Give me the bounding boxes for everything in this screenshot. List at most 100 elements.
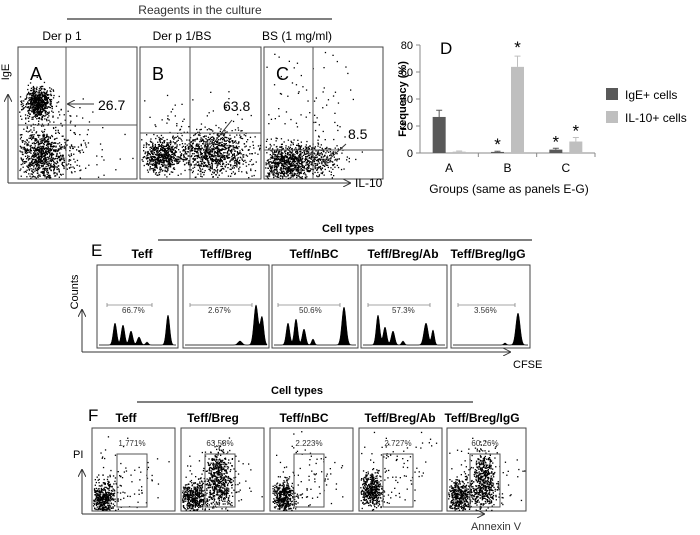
flow-dot	[161, 153, 163, 155]
flow-dot	[231, 155, 233, 158]
f-dot	[112, 494, 114, 497]
flow-dot	[221, 168, 224, 170]
flow-dot	[234, 129, 237, 131]
flow-dot	[249, 160, 251, 162]
f-dot	[197, 508, 199, 510]
flow-dot	[176, 156, 178, 158]
flow-dot	[180, 157, 182, 160]
flow-dot	[31, 159, 34, 161]
flow-dot	[221, 137, 224, 139]
flow-dot	[303, 169, 305, 171]
flow-dot	[37, 109, 39, 111]
flow-dot	[243, 143, 245, 145]
flow-dot	[232, 142, 234, 144]
flow-dot	[58, 176, 60, 178]
flow-dot	[317, 176, 319, 178]
flow-dot	[37, 108, 39, 110]
flow-dot	[37, 158, 40, 160]
f-dot	[120, 462, 122, 465]
e-value-4: 57.3%	[392, 306, 415, 315]
f-dot	[114, 500, 116, 503]
flow-dot	[31, 97, 33, 99]
flow-dot	[306, 176, 308, 178]
flow-dot	[32, 101, 34, 103]
flow-dot	[44, 96, 46, 99]
flow-dot	[174, 143, 176, 145]
f-dot	[206, 500, 208, 502]
flow-dot	[173, 155, 175, 157]
flow-dot	[287, 161, 289, 163]
flow-dot	[164, 153, 167, 155]
flow-dot	[195, 176, 197, 178]
flow-dot	[217, 176, 219, 178]
flow-dot	[224, 106, 226, 109]
flow-dot	[324, 139, 326, 141]
flow-dot	[202, 139, 204, 142]
f-dot	[100, 485, 102, 487]
flow-dot	[314, 166, 316, 169]
flow-dot	[308, 167, 310, 169]
flow-dot	[192, 139, 194, 141]
flow-dot	[211, 165, 213, 167]
flow-dot	[300, 163, 303, 165]
flow-dot	[203, 146, 206, 148]
flow-dot	[43, 155, 46, 157]
flow-dot	[23, 146, 26, 148]
flow-dot	[160, 156, 162, 159]
flow-dot	[265, 167, 267, 169]
flow-dot	[32, 118, 34, 120]
flow-dot	[37, 175, 39, 177]
flow-dot	[206, 142, 208, 144]
flow-dot	[223, 133, 225, 135]
flow-dot	[168, 155, 170, 157]
flow-dot	[201, 163, 203, 165]
flow-dot	[85, 146, 88, 148]
flow-dot	[314, 129, 317, 132]
flow-dot	[166, 145, 168, 147]
flow-dot	[157, 174, 159, 176]
flow-dot	[45, 158, 47, 160]
flow-dot	[33, 176, 35, 178]
panel-c-value: 8.5	[348, 126, 368, 142]
flow-dot	[61, 158, 63, 160]
flow-dot	[298, 160, 300, 162]
f-dot	[104, 483, 106, 485]
flow-dot	[146, 155, 148, 157]
flow-dot	[296, 153, 299, 155]
flow-dot	[230, 164, 232, 166]
flow-dot	[39, 148, 41, 150]
f-dot	[108, 488, 110, 490]
flow-dot	[303, 150, 305, 152]
flow-dot	[251, 153, 253, 155]
flow-dot	[167, 147, 170, 149]
flow-dot	[295, 158, 297, 160]
flow-dot	[163, 140, 165, 142]
flow-dot	[41, 101, 43, 104]
flow-dot	[201, 176, 203, 178]
flow-dot	[187, 151, 190, 153]
flow-dot	[228, 137, 230, 139]
flow-dot	[43, 163, 45, 165]
flow-dot	[280, 169, 282, 171]
flow-dot	[297, 166, 299, 168]
f-dot	[184, 486, 186, 489]
d-error-bar	[514, 55, 521, 67]
flow-dot	[280, 138, 283, 140]
flow-dot	[193, 159, 195, 161]
f-dot	[104, 496, 106, 498]
f-dot	[191, 494, 193, 496]
f-dot	[113, 483, 115, 485]
flow-dot	[37, 140, 40, 142]
flow-dot	[310, 158, 312, 160]
f-dot	[101, 508, 103, 510]
flow-dot	[209, 143, 211, 145]
flow-dot	[32, 175, 34, 177]
flow-dot	[205, 164, 207, 166]
flow-dot	[22, 107, 25, 109]
flow-dot	[218, 149, 220, 152]
flow-dot	[178, 149, 180, 151]
flow-dot	[213, 138, 215, 140]
flow-dot	[36, 168, 39, 170]
flow-dot	[169, 150, 171, 152]
flow-dot	[201, 147, 203, 149]
